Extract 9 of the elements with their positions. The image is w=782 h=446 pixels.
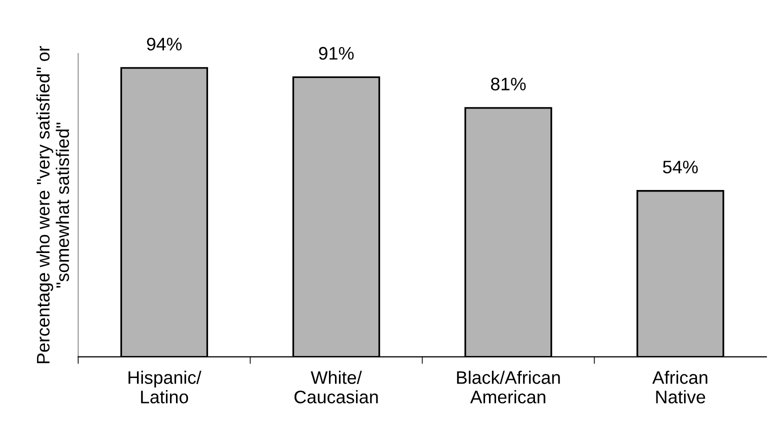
data-label: 94% <box>147 38 182 51</box>
x-tick-label: Hispanic/ Latino <box>128 370 202 404</box>
x-tick-label: White/ Caucasian <box>294 370 378 404</box>
x-tick-label: Black/African American <box>457 370 560 404</box>
data-label: 81% <box>491 78 526 90</box>
y-axis-title: Percentage who were "very satisfied" or "somewhat satisfied" <box>36 46 70 364</box>
data-label: 91% <box>319 46 354 60</box>
x-tick-label: African Native <box>652 370 708 404</box>
data-label: 54% <box>662 160 698 174</box>
